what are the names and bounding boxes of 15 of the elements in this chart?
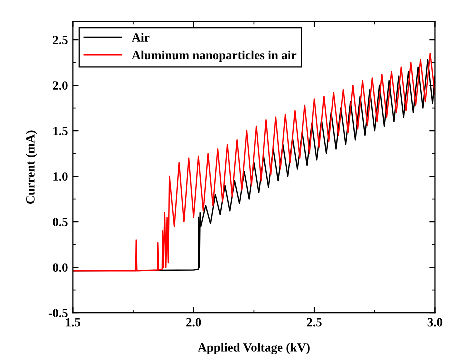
x-tick-label: 2.0 [186, 318, 202, 327]
y-tick-label: -0.5 [48, 309, 68, 318]
y-tick-label: 1.5 [54, 127, 68, 136]
y-tick-label: 0.0 [53, 264, 68, 272]
y-tick-label: 1.0 [54, 172, 68, 182]
legend-label: Air [132, 33, 150, 42]
y-tick-label: 2.0 [53, 82, 68, 90]
x-tick-label: 1.5 [66, 318, 81, 327]
x-tick-label: 3.0 [428, 318, 443, 327]
y-tick-label: 2.5 [53, 36, 68, 45]
x-tick-label: 2.5 [307, 318, 322, 327]
y-tick-label: 0.5 [53, 218, 68, 227]
legend-label: Aluminum nanoparticles in air [132, 50, 297, 62]
x-axis-title: Applied Voltage (kV) [198, 343, 310, 355]
y-axis-title: Current (mA) [26, 130, 38, 204]
